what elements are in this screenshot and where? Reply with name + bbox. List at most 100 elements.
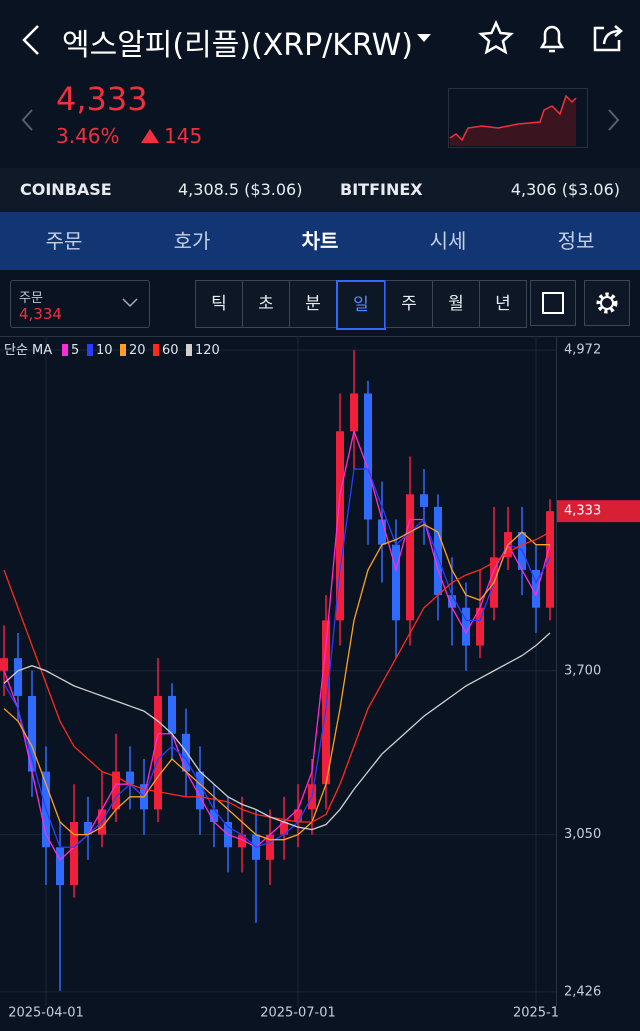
y-tick-label: 4,972 (564, 343, 601, 358)
candle (210, 784, 218, 848)
candle-body (476, 607, 484, 646)
exchange-name: BITFINEX (340, 180, 423, 199)
period-button[interactable]: 일 (336, 280, 386, 330)
up-arrow (141, 129, 159, 143)
candle-body (196, 771, 204, 810)
candle (462, 582, 470, 671)
price-tag (557, 500, 640, 523)
legend-title: 단순 MA (4, 343, 52, 358)
period-button[interactable]: 년 (479, 280, 527, 328)
order-select[interactable]: 주문 4,334 (10, 280, 150, 328)
candle-body (462, 607, 470, 646)
candle (364, 380, 372, 545)
x-tick-label: 2025-04-01 (8, 1006, 84, 1021)
candle-body (56, 847, 64, 886)
candle-body (392, 544, 400, 621)
settings-button[interactable] (584, 280, 630, 326)
y-tick-label: 3,700 (564, 663, 601, 678)
tab[interactable]: 시세 (429, 229, 467, 253)
candle-body (532, 569, 540, 608)
legend-swatch (62, 344, 68, 356)
tab[interactable]: 차트 (301, 229, 339, 253)
x-tick-label: 2025-1 (513, 1006, 559, 1021)
change-amount: 145 (164, 124, 203, 148)
favorite-button[interactable] (478, 20, 514, 56)
fullscreen-button[interactable] (530, 280, 576, 326)
candle-body (434, 506, 442, 596)
tab[interactable]: 호가 (173, 229, 211, 253)
next-coin[interactable] (606, 108, 622, 132)
candle (126, 746, 134, 810)
legend: 단순 MA 5 10 20 60 120 (4, 343, 220, 358)
period-button[interactable]: 월 (432, 280, 480, 328)
candle (378, 481, 386, 583)
ma-line (3, 632, 551, 831)
candle (350, 350, 358, 470)
candle-body (112, 771, 120, 810)
ma-line (3, 531, 551, 823)
candle-body (154, 695, 162, 810)
candle-body (84, 822, 92, 835)
candle (448, 557, 456, 646)
candle-body (182, 733, 190, 772)
candle-body (266, 834, 274, 860)
candle (392, 519, 400, 659)
candle-body (378, 519, 386, 545)
candle (280, 796, 288, 860)
candle-body (28, 695, 36, 772)
candle (182, 708, 190, 797)
candle (406, 456, 414, 646)
exchange-price: 4,308.5 ($3.06) (178, 180, 303, 199)
ma-line (3, 468, 551, 848)
legend-swatch (87, 344, 93, 356)
candle (28, 670, 36, 797)
candle-body (420, 494, 428, 507)
candle (154, 658, 162, 823)
sparkline (448, 88, 588, 148)
prev-coin[interactable] (20, 108, 36, 132)
candle (546, 499, 554, 621)
candle-body (406, 494, 414, 621)
candle-body (294, 809, 302, 823)
candle (420, 469, 428, 545)
candle-body (210, 809, 218, 823)
page-title[interactable]: 엑스알피(리플)(XRP/KRW) (62, 28, 413, 63)
candle (336, 393, 344, 646)
plot-background (0, 336, 640, 1031)
legend-label: 60 (162, 343, 179, 358)
period-button[interactable]: 분 (289, 280, 337, 328)
legend-label: 10 (96, 343, 113, 358)
period-button[interactable]: 주 (385, 280, 433, 328)
legend-swatch (153, 344, 159, 356)
order-price: 4,334 (19, 305, 62, 323)
candlestick-chart: 4,972 3,700 3,050 2,426 2025-04-01 2025-07-01… (0, 336, 640, 1031)
period-button[interactable]: 초 (242, 280, 290, 328)
candle (294, 784, 302, 848)
candle (112, 733, 120, 823)
candle-body (448, 595, 456, 608)
candle-body (14, 658, 22, 696)
candle (532, 544, 540, 633)
dropdown-icon[interactable] (416, 32, 432, 44)
legend-label: 5 (71, 343, 79, 358)
y-tick-label: 3,050 (564, 827, 601, 842)
tab[interactable]: 주문 (45, 229, 83, 253)
tab-bar: 주문 호가 차트 시세 정보 (0, 212, 640, 270)
candle-body (336, 431, 344, 621)
candle (70, 784, 78, 898)
candle-body (238, 834, 246, 848)
share-button[interactable] (590, 20, 626, 56)
period-button[interactable]: 틱 (195, 280, 243, 328)
price-tag-label: 4,333 (564, 504, 601, 519)
select-arrow (122, 298, 138, 308)
alarm-button[interactable] (534, 20, 570, 56)
ma-line (3, 428, 551, 861)
legend-swatch (120, 344, 126, 356)
candle (266, 809, 274, 886)
tab[interactable]: 정보 (557, 229, 595, 253)
back-button[interactable] (20, 24, 44, 56)
legend-label: 120 (195, 343, 220, 358)
change-percent: 3.46% (56, 124, 120, 148)
